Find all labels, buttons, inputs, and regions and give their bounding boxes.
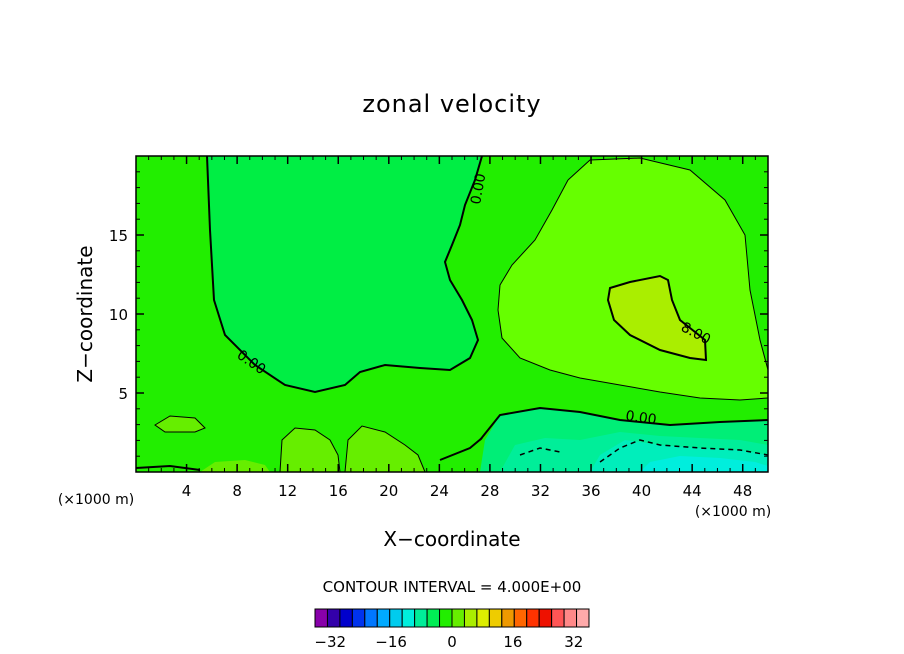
colorbar-cell [389, 608, 403, 628]
contour-pos-4 [497, 157, 768, 401]
y-tick-label: 15 [109, 227, 128, 245]
region-neg-lower-right-4 [640, 456, 768, 472]
colorbar-tick-label: 32 [564, 633, 583, 651]
colorbar-cell [426, 608, 441, 628]
colorbar-cell [439, 608, 453, 628]
y-axis-label: Z−coordinate [73, 245, 97, 382]
region-pos-patch-4 [200, 460, 270, 472]
x-tick-label: 20 [379, 482, 398, 500]
contour-pos-8 [606, 274, 708, 362]
colorbar-tick-label: −32 [314, 633, 346, 651]
chart-title: zonal velocity [362, 90, 541, 118]
x-tick-label: 8 [232, 482, 242, 500]
region-pos-core [608, 276, 706, 360]
x-tick-label: 12 [278, 482, 297, 500]
colorbar-cell [551, 608, 565, 628]
x-unit-label-right: (×1000 m) [695, 504, 771, 520]
x-tick-label: 28 [480, 482, 499, 500]
colorbar-tick-label: −16 [375, 633, 407, 651]
x-tick-label: 4 [182, 482, 192, 500]
region-pos-patch-2 [345, 426, 425, 472]
x-tick-label: 16 [329, 482, 348, 500]
x-axis-ticks: 4 8 12 16 20 24 28 32 36 40 44 48 [148, 156, 756, 500]
y-tick-label: 5 [118, 385, 128, 403]
colorbar-cell [326, 608, 341, 628]
colorbar [314, 608, 590, 628]
region-neg-upper [207, 156, 482, 392]
x-tick-label: 44 [683, 482, 702, 500]
colorbar-cell [513, 608, 528, 628]
colorbar-cell [351, 608, 366, 628]
colorbar-cell [414, 608, 428, 628]
plot-area: 0.00 0.00 0.00 8.00 [136, 156, 768, 472]
contour-label-zero-lower: 0.00 [624, 408, 657, 428]
colorbar-cell [563, 608, 578, 628]
x-tick-label: 48 [733, 482, 752, 500]
colorbar-cell [314, 608, 328, 628]
colorbar-cell [463, 608, 478, 628]
contour-pos-4-patches [154, 415, 426, 472]
contour-interval-label: CONTOUR INTERVAL = 4.000E+00 [323, 578, 582, 596]
colorbar-tick-label: 0 [447, 633, 457, 651]
colorbar-cell [376, 608, 391, 628]
region-pos-patch-1 [280, 428, 340, 472]
colorbar-cell [401, 608, 416, 628]
x-tick-label: 32 [531, 482, 550, 500]
x-tick-label: 36 [581, 482, 600, 500]
x-axis-label: X−coordinate [383, 527, 520, 551]
colorbar-cell [538, 608, 553, 628]
x-unit-label-left: (×1000 m) [58, 492, 134, 508]
y-axis-ticks: 5 10 15 [109, 171, 768, 457]
colorbar-cell [339, 608, 353, 628]
colorbar-tick-label: 16 [503, 633, 522, 651]
colorbar-ticks: −32 −16 0 16 32 [314, 633, 583, 651]
colorbar-cell [576, 608, 590, 628]
x-tick-label: 40 [632, 482, 651, 500]
colorbar-cell [476, 608, 490, 628]
colorbar-cell [526, 608, 540, 628]
y-tick-label: 10 [109, 306, 128, 324]
colorbar-cell [488, 608, 503, 628]
colorbar-cell [501, 608, 515, 628]
contour-zero-left [206, 156, 483, 394]
colorbar-cell [364, 608, 378, 628]
x-tick-label: 24 [430, 482, 449, 500]
contour-zero-lower [479, 406, 768, 441]
contour-zero-surface [136, 437, 483, 471]
contour-label-zero-top: 0.00 [468, 172, 489, 205]
contour-neg-dashed [519, 439, 768, 463]
region-pos-patch-3 [155, 416, 205, 432]
colorbar-cell [451, 608, 465, 628]
